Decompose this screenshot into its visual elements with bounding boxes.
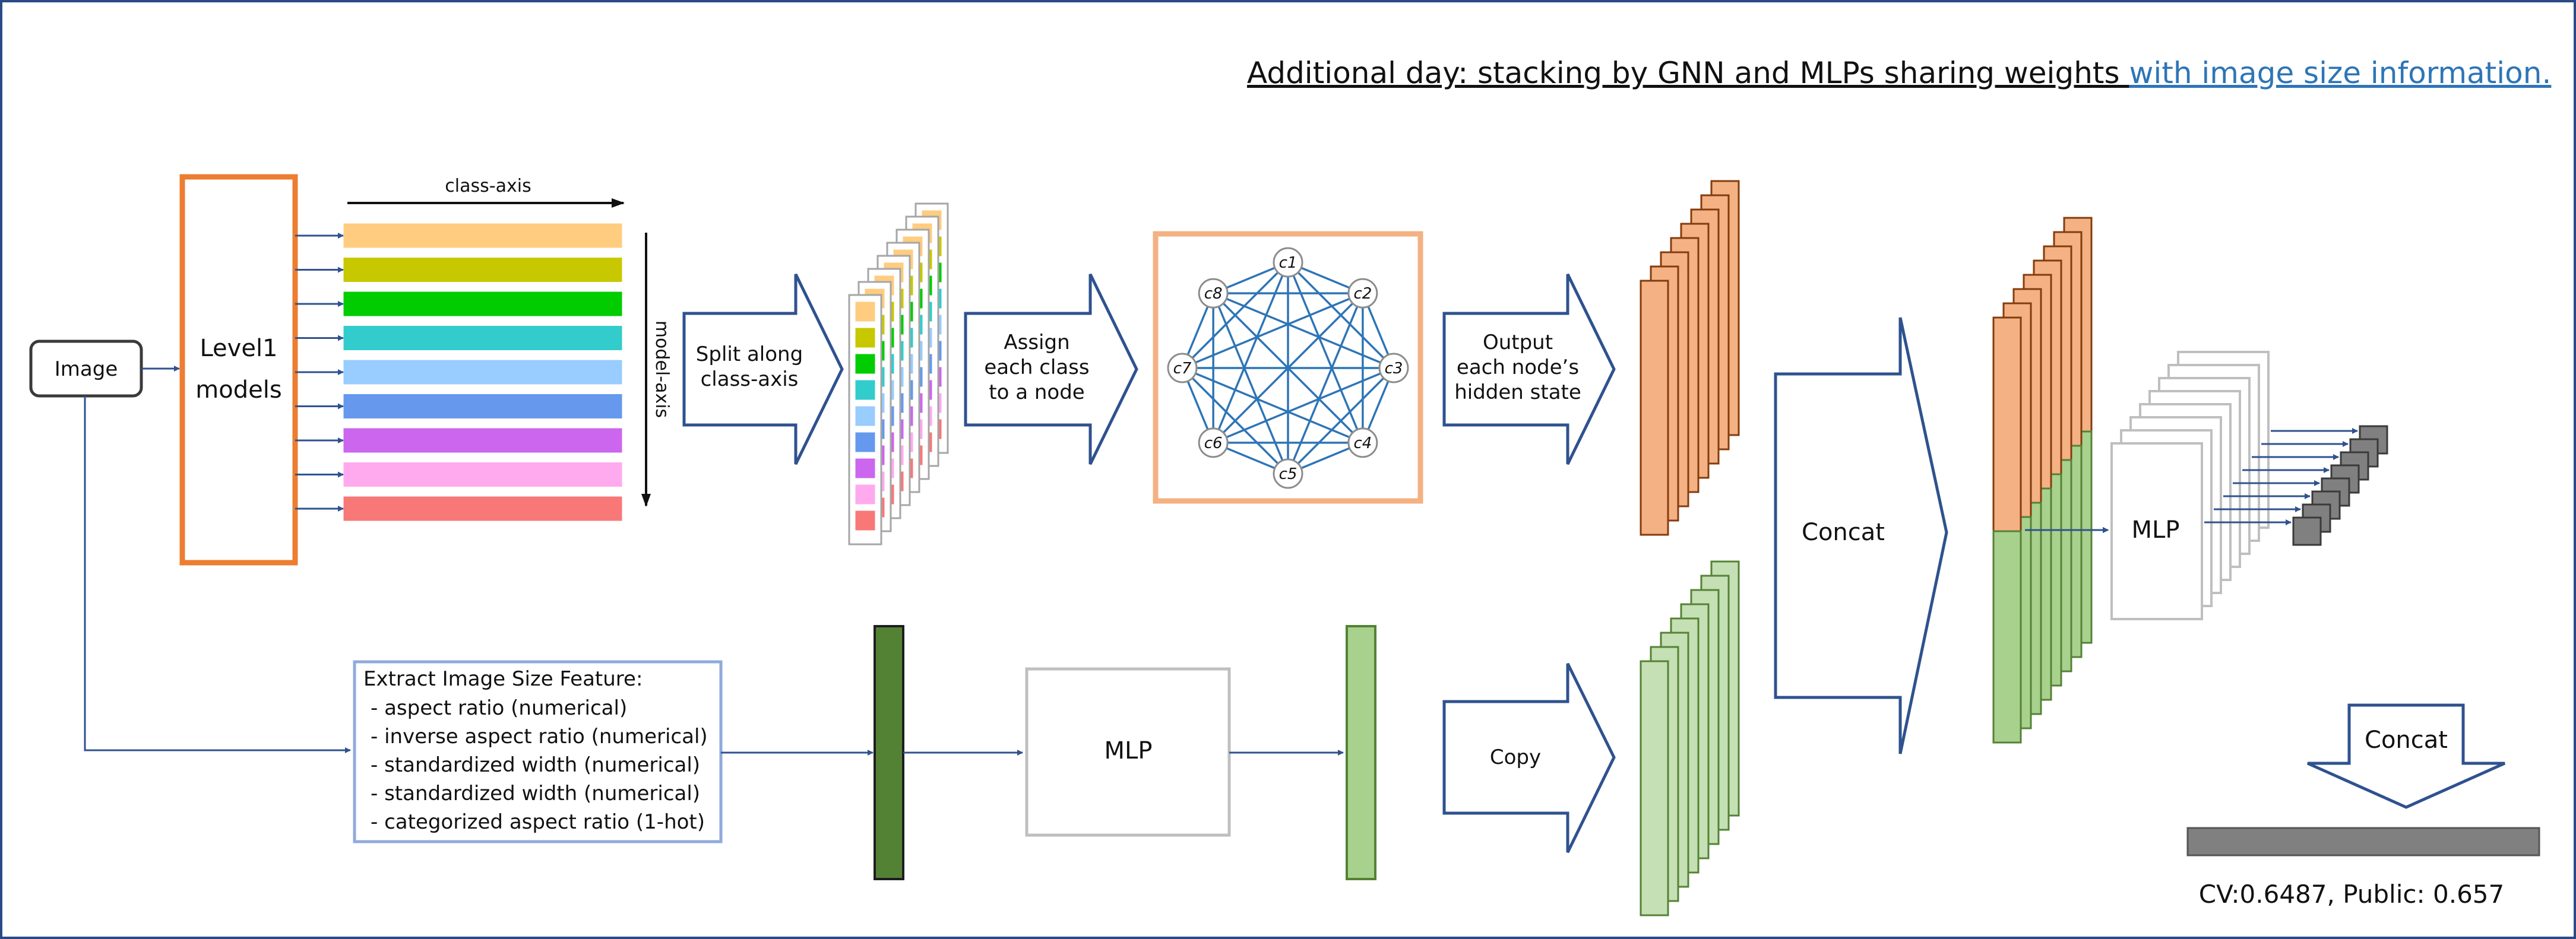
concat-label: Concat [1802,519,1885,546]
graph-node: c8 [1198,278,1229,309]
feature-item: - standardized width (numerical) [371,753,700,777]
output-score-square [2292,516,2322,546]
image-size-feature-box [353,660,723,843]
concat-down-arrow [2306,703,2506,809]
mlp-arrows [2025,428,2358,533]
class-cell [855,458,875,478]
output-line2: each node’s [1457,356,1579,379]
class-cell [855,406,875,426]
mlp-layer [2110,442,2203,620]
graph-node-label: c2 [1353,285,1372,303]
assign-line3: to a node [989,380,1084,404]
graph-edge [1212,292,1364,444]
graph-edge [1181,367,1289,475]
feature-item: - aspect ratio (numerical) [371,696,627,720]
feature-item: - categorized aspect ratio (1-hot) [371,810,705,834]
hidden-state-stack [1640,180,1740,536]
class-cell [855,484,875,505]
graph-node: c1 [1273,247,1303,278]
graph-node-label: c8 [1204,285,1223,303]
model-prediction-bars [295,223,622,521]
graph-node: c2 [1347,278,1378,309]
model-axis-label: model-axis [651,321,672,418]
copied-embedding-layer [1640,660,1669,916]
graph-edge [1213,292,1394,369]
image-to-feature-arrow [84,396,351,753]
concat-layer [1992,316,2022,744]
graph-node: c6 [1198,427,1229,458]
concatenated-stack [1992,217,2093,744]
graph-node-label: c7 [1173,360,1192,377]
mlp-bottom-box [1025,667,1231,837]
graph-node: c7 [1167,353,1198,383]
copied-embedding-stack [1640,560,1740,916]
model-bar [343,258,622,282]
output-score-stack [2292,425,2388,546]
graph-node: c4 [1347,427,1378,458]
hidden-state-layer [1640,280,1669,536]
score-text: CV:0.6487, Public: 0.657 [2199,880,2504,909]
copy-label: Copy [1490,746,1541,769]
mlp-right-label: MLP [2132,516,2180,544]
graph-node-label: c4 [1353,434,1372,452]
assign-line1: Assign [1004,331,1069,354]
class-cell [855,354,875,374]
diagram-title: Additional day: stacking by GNN and MLPs… [1247,56,2551,90]
graph-node-label: c3 [1385,360,1403,377]
graph-edge [1212,293,1289,474]
class-cell [855,510,875,531]
class-cell [855,432,875,452]
graph-node-label: c1 [1279,254,1298,272]
size-embedding-vector [1346,625,1376,880]
level1-models-box [179,174,298,566]
copy-arrow [1442,662,1616,854]
image-label: Image [55,357,118,381]
class-axis-label: class-axis [445,176,531,196]
model-bar [343,223,622,248]
model-bar [343,291,622,316]
output-arrow [1442,273,1616,465]
feature-item-list: - aspect ratio (numerical) - inverse aspe… [371,696,708,834]
feature-item: - inverse aspect ratio (numerical) [371,725,708,748]
class-column-stack [848,202,949,545]
level1-line1: Level1 [200,335,277,362]
assign-arrow [964,273,1138,465]
feature-vector [874,625,904,880]
feature-title: Extract Image Size Feature: [363,667,643,691]
graph-nodes: c1 c2 c3 c4 c5 c6 c7 c8 [1167,247,1409,489]
class-cell [855,380,875,400]
output-line1: Output [1483,331,1553,354]
graph-node-label: c6 [1204,434,1223,452]
graph-node-label: c5 [1279,465,1298,483]
model-bar [343,326,622,350]
final-output-bar [2186,827,2540,856]
model-bar [343,496,622,521]
split-arrow [682,273,844,465]
graph-node: c5 [1273,458,1303,489]
class-cell [855,302,875,322]
mlp-bottom-label: MLP [1105,737,1153,764]
concat-arrow [1774,317,1948,754]
concat-down-label: Concat [2365,727,2448,754]
model-bar [343,428,622,453]
feature-item: - standardized width (numerical) [371,782,700,805]
output-line3: hidden state [1454,380,1581,404]
model-bar [343,360,622,385]
model-bar [343,462,622,487]
split-line2: class-axis [701,367,799,391]
model-bar [343,394,622,418]
graph-node: c3 [1378,353,1409,383]
assign-line2: each class [984,356,1089,379]
level1-line2: models [195,376,281,404]
split-line1: Split along [696,342,803,366]
class-cell [855,328,875,348]
mlp-stack-right [2110,351,2270,620]
